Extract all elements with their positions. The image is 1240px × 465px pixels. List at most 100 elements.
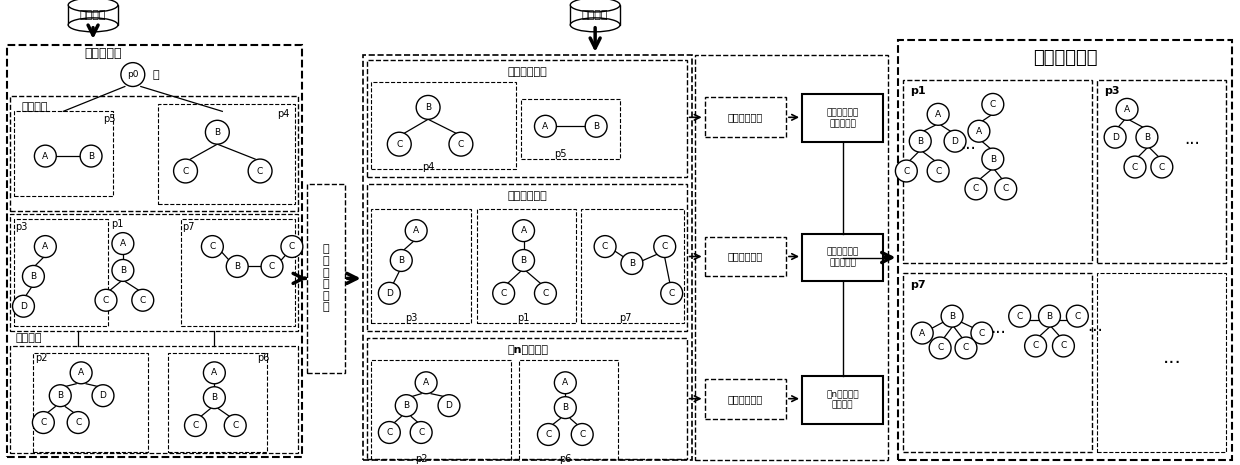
Circle shape [944,130,966,152]
Text: A: A [211,368,217,377]
Text: 第二层模式图
图匹配结果: 第二层模式图 图匹配结果 [827,248,859,267]
Bar [694,55,888,460]
Text: C: C [1132,163,1138,172]
Bar [367,184,687,331]
Circle shape [67,412,89,433]
Text: B: B [1047,312,1053,321]
Circle shape [492,282,515,304]
Circle shape [112,259,134,281]
Text: 第一层模式图: 第一层模式图 [507,66,547,77]
Text: 模式图集: 模式图集 [79,10,107,20]
Text: C: C [1033,341,1039,351]
Circle shape [1104,126,1126,148]
Circle shape [22,266,45,287]
Text: C: C [973,185,980,193]
Bar [1097,80,1226,264]
Text: C: C [418,428,424,437]
Circle shape [201,236,223,258]
Circle shape [185,415,206,437]
Text: B: B [521,256,527,265]
Text: 并行匹配计算: 并行匹配计算 [728,252,763,261]
Circle shape [941,305,963,327]
Text: D: D [386,289,393,298]
Text: p7: p7 [182,222,195,232]
Circle shape [438,395,460,417]
Bar [181,219,295,326]
Circle shape [982,148,1003,170]
Bar [6,45,301,458]
Text: ...: ... [990,319,1006,337]
Text: A: A [562,378,568,387]
Circle shape [35,145,56,167]
Circle shape [1136,126,1158,148]
Text: B: B [120,266,126,275]
Circle shape [378,282,401,304]
Circle shape [982,93,1003,115]
Text: B: B [949,312,955,321]
Circle shape [928,103,949,125]
Text: 第n层模式图
匹配结果: 第n层模式图 匹配结果 [826,390,859,409]
Text: p5: p5 [554,149,567,159]
Text: C: C [668,289,675,298]
Text: 第n层模式图: 第n层模式图 [507,345,548,355]
Text: B: B [562,403,568,412]
Circle shape [512,220,534,242]
Circle shape [378,422,401,444]
Bar [570,5,620,25]
Text: ...: ... [1087,317,1104,335]
Circle shape [248,159,272,183]
Text: p0: p0 [126,70,139,79]
Ellipse shape [570,0,620,12]
Text: p4: p4 [277,109,289,120]
Text: p1: p1 [517,313,529,323]
Bar [167,353,267,452]
Text: A: A [976,127,982,136]
Circle shape [50,385,71,406]
Text: C: C [1003,185,1009,193]
Circle shape [35,236,56,258]
Text: C: C [1060,341,1066,351]
Bar [367,338,687,459]
Circle shape [537,424,559,445]
Text: 广
度
优
先
搜
索: 广 度 优 先 搜 索 [322,245,329,312]
Circle shape [391,250,412,272]
Text: B: B [30,272,36,281]
Circle shape [81,145,102,167]
Bar [306,184,345,373]
Text: C: C [1158,163,1164,172]
Circle shape [534,115,557,137]
Text: C: C [386,428,393,437]
Text: D: D [99,391,107,400]
Text: C: C [579,430,585,439]
Ellipse shape [68,18,118,32]
Text: 第二层模式图: 第二层模式图 [507,191,547,201]
Circle shape [449,132,472,156]
Text: C: C [501,289,507,298]
Bar [518,360,618,465]
Text: A: A [542,122,548,131]
Text: B: B [425,103,432,112]
Circle shape [585,115,608,137]
Text: C: C [458,140,464,149]
Circle shape [405,220,427,242]
Text: A: A [42,152,48,160]
Circle shape [410,422,432,444]
Circle shape [965,178,987,200]
Text: B: B [629,259,635,268]
Ellipse shape [570,18,620,32]
Text: p2: p2 [415,454,428,465]
Text: A: A [42,242,48,251]
Bar [372,209,471,323]
Circle shape [661,282,683,304]
Bar [899,40,1233,460]
Text: C: C [601,242,608,251]
Circle shape [206,120,229,144]
Circle shape [653,236,676,258]
Circle shape [281,236,303,258]
Bar [802,94,883,142]
Text: p5: p5 [103,114,115,124]
Bar [367,60,687,177]
Text: C: C [103,296,109,305]
Text: B: B [990,154,996,164]
Text: B: B [918,137,924,146]
